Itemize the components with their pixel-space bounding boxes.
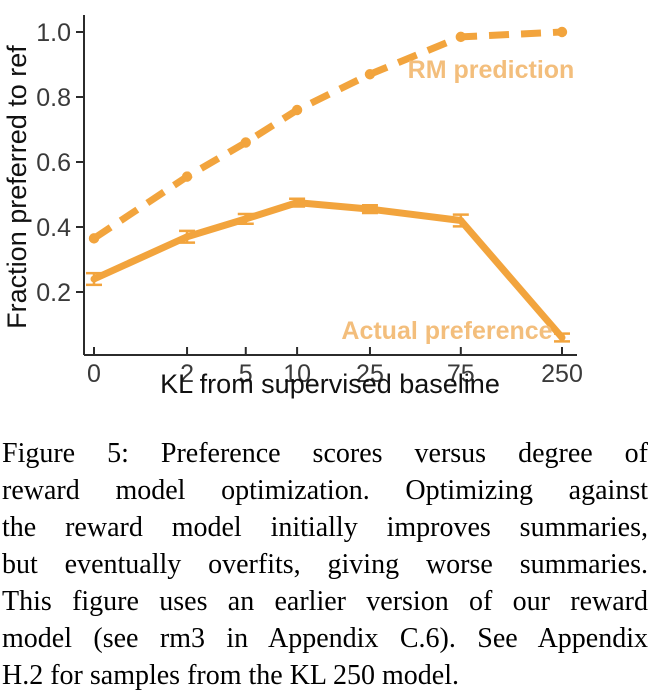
- y-tick-label: 0.2: [36, 279, 71, 307]
- actual-preference-point: [242, 215, 250, 223]
- x-tick-label: 5: [239, 360, 253, 388]
- y-tick-label: 0.8: [36, 84, 71, 112]
- caption-line: the reward model initially improves summ…: [2, 512, 648, 543]
- y-tick-label: 1.0: [36, 19, 71, 47]
- y-tick-label: 0.6: [36, 149, 71, 177]
- actual-preference-point: [558, 334, 566, 341]
- caption-line: but eventually overfits, giving worse su…: [2, 549, 648, 580]
- rm-prediction-label: RM prediction: [408, 56, 575, 84]
- actual-preference-point: [366, 205, 374, 213]
- y-axis-label: Fraction preferred to ref: [2, 45, 32, 329]
- x-axis-label: KL from supervised baseline: [160, 369, 500, 399]
- rm-prediction-point: [240, 137, 251, 148]
- y-tick-label: 0.4: [36, 214, 71, 242]
- actual-preference-point: [457, 217, 465, 224]
- actual-preference-point: [90, 275, 98, 283]
- x-tick-label: 250: [541, 360, 583, 388]
- rm-prediction-point: [455, 31, 467, 43]
- caption-line: This figure uses an earlier version of o…: [2, 586, 648, 617]
- x-tick-label: 25: [356, 360, 384, 388]
- actual-preference-label: Actual preference: [341, 317, 552, 345]
- figure-caption: Figure 5: Preference scores versus degre…: [0, 433, 650, 694]
- caption-line: model (see rm3 in Appendix C.6). See App…: [2, 623, 648, 654]
- x-tick-label: 75: [447, 360, 475, 388]
- x-tick-label: 2: [180, 360, 194, 388]
- caption-line: H.2 for samples from the KL 250 model.: [2, 660, 459, 691]
- rm-prediction-point: [291, 104, 303, 116]
- x-tick-label: 0: [87, 360, 101, 388]
- rm-prediction-point: [364, 69, 376, 80]
- actual-preference-point: [293, 199, 301, 207]
- x-tick-label: 10: [283, 360, 311, 388]
- caption-line: reward model optimization. Optimizing ag…: [2, 475, 648, 506]
- rm-prediction-point: [88, 233, 100, 244]
- caption-line: Figure 5: Preference scores versus degre…: [2, 438, 648, 469]
- rm-prediction-point: [181, 171, 193, 182]
- rm-prediction-point: [556, 26, 568, 38]
- preference-chart: 0.20.40.60.81.00 2 5 10 25 75 250 RM predictio…: [2, 15, 583, 399]
- actual-preference-point: [183, 233, 191, 241]
